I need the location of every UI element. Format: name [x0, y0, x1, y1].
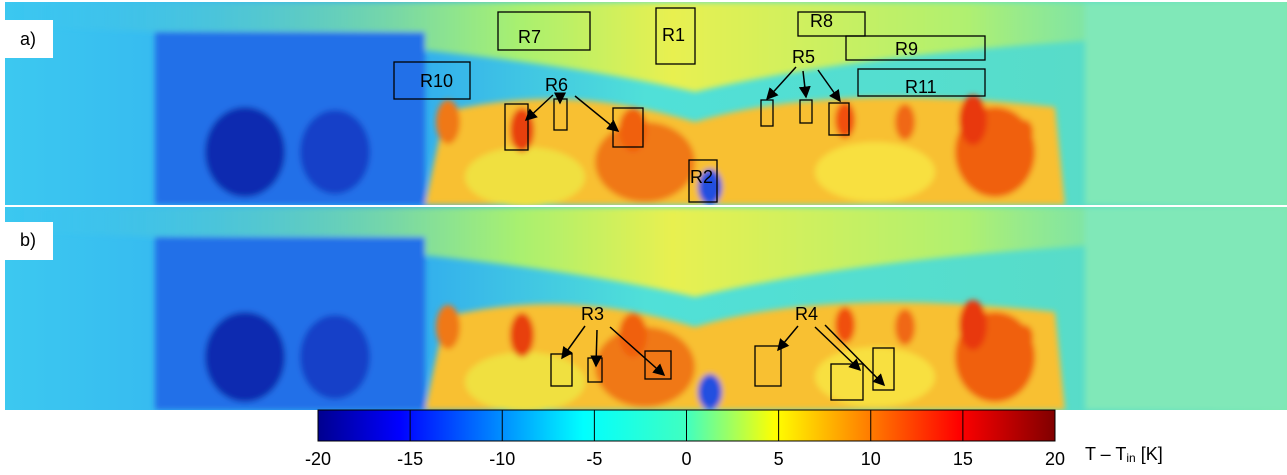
tick-label: -5 [586, 449, 602, 469]
tick-label: 20 [1045, 449, 1065, 469]
thermal-image-a [5, 2, 1287, 207]
tick-label: 15 [953, 449, 973, 469]
region-label: R8 [810, 11, 833, 31]
tick-label: -15 [397, 449, 423, 469]
region-label: R5 [792, 47, 815, 67]
panel-label: b) [20, 230, 36, 250]
region-label: R7 [518, 27, 541, 47]
colorbar: -20 -15 -10 -5 0 5 10 15 20 [305, 410, 1065, 469]
tick-label: -10 [489, 449, 515, 469]
region-label: R1 [662, 25, 685, 45]
tick-label: -20 [305, 449, 331, 469]
figure: a) b) R7 R1 R8 R9 R10 R11 R6 R5 R2 R3 R4… [0, 0, 1287, 470]
thermal-image-b [5, 207, 1287, 412]
label-sub: in [1126, 451, 1135, 465]
tick-label: 10 [861, 449, 881, 469]
colorbar-label: T – Tin [K] [1085, 444, 1163, 465]
region-label: R11 [905, 77, 937, 97]
tick-label: 0 [681, 449, 691, 469]
panel-label: a) [20, 29, 36, 49]
arrow [596, 330, 597, 366]
tick-label: 5 [774, 449, 784, 469]
label-main: T – T [1085, 444, 1126, 464]
region-label: R6 [545, 75, 568, 95]
region-label: R3 [581, 304, 604, 324]
region-label: R9 [895, 39, 918, 59]
region-label: R2 [690, 167, 713, 187]
region-label: R10 [420, 71, 453, 91]
label-unit: [K] [1141, 444, 1163, 464]
region-label: R4 [795, 304, 818, 324]
